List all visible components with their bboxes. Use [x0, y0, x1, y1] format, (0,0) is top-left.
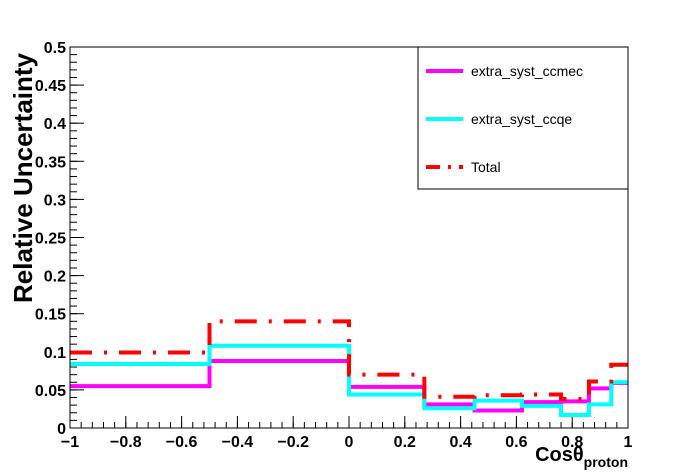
- y-tick-label: 0.45: [35, 78, 66, 95]
- x-tick-label: −0.6: [166, 434, 198, 451]
- y-tick-label: 0.25: [35, 231, 66, 248]
- legend: extra_syst_ccmec extra_syst_ccqe Total: [417, 46, 629, 190]
- x-tick-label: 0.4: [449, 434, 471, 451]
- x-tick-label: 0.2: [394, 434, 416, 451]
- x-tick-label: −0.8: [110, 434, 142, 451]
- legend-label: extra_syst_ccmec: [471, 63, 583, 79]
- y-tick-label: 0: [57, 421, 66, 438]
- y-tick-label: 0.1: [44, 345, 66, 362]
- y-tick-label: 0.05: [35, 383, 66, 400]
- x-tick-label: 1: [624, 434, 633, 451]
- series-extra-syst-ccmec: [70, 358, 628, 413]
- y-tick-label: 0.2: [44, 269, 66, 286]
- y-tick-labels: 0 0.05 0.1 0.15 0.2 0.25 0.3 0.35 0.4 0.45 0.5: [35, 40, 66, 438]
- series-extra-syst-ccqe: [70, 343, 628, 418]
- x-tick-label: −1: [61, 434, 79, 451]
- series-layer: [70, 319, 628, 418]
- y-tick-label: 0.15: [35, 307, 66, 324]
- y-axis-title: Relative Uncertainty: [8, 52, 38, 303]
- plot-frame: [69, 46, 629, 429]
- x-tick-label: 0.8: [561, 434, 583, 451]
- y-tick-label: 0.5: [44, 40, 66, 57]
- series-total: [70, 319, 628, 402]
- legend-label: Total: [471, 159, 501, 175]
- y-tick-label: 0.4: [44, 116, 66, 133]
- y-tick-label: 0.35: [35, 154, 66, 171]
- x-axis-title: Cosθproton: [535, 444, 628, 470]
- x-tick-label: 0: [345, 434, 354, 451]
- x-tick-label: 0.6: [505, 434, 527, 451]
- y-tick-label: 0.3: [44, 192, 66, 209]
- legend-label: extra_syst_ccqe: [471, 111, 572, 127]
- x-tick-label: −0.4: [222, 434, 254, 451]
- x-axis-title-subscript: proton: [584, 454, 628, 470]
- x-tick-label: −0.2: [277, 434, 309, 451]
- x-tick-labels: −1 −0.8 −0.6 −0.4 −0.2 0 0.2 0.4 0.6 0.8 1: [61, 434, 633, 451]
- x-axis-title-main: Cosθ: [535, 444, 584, 466]
